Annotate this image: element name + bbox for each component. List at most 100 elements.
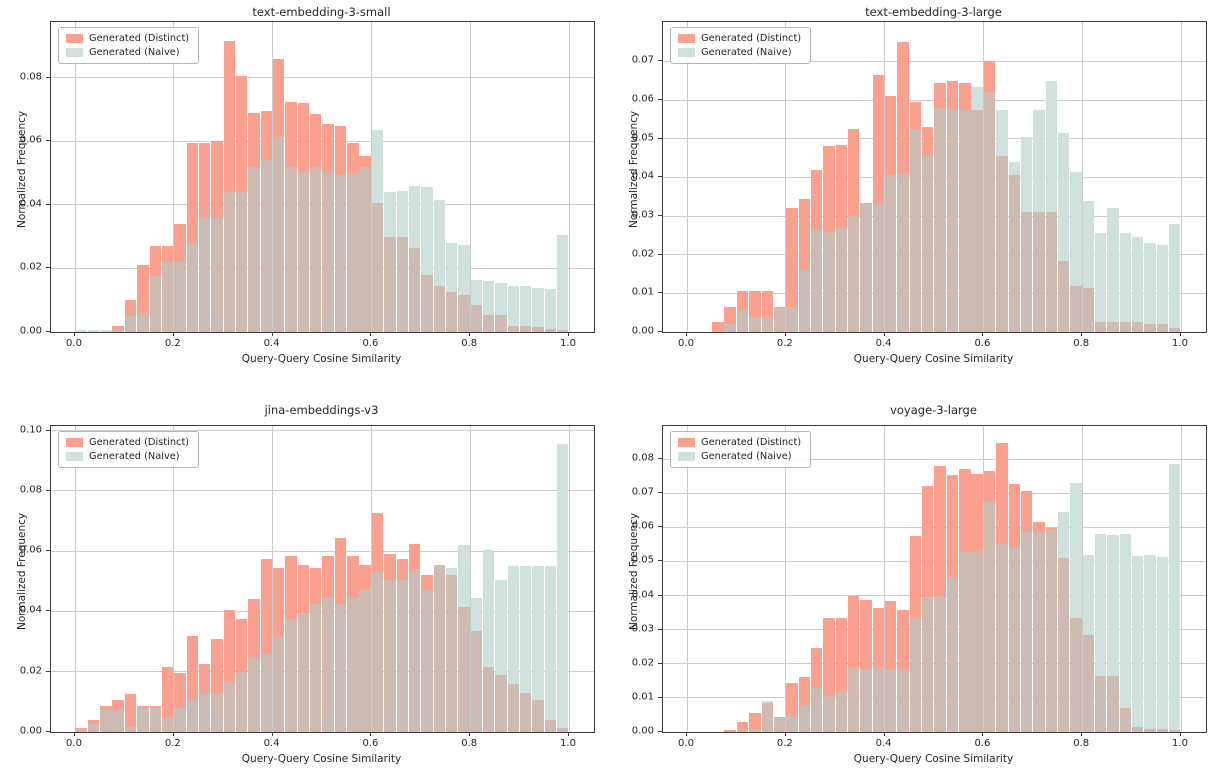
plot-title: jina-embeddings-v3 <box>264 403 379 417</box>
histogram-bar-overlap <box>1045 529 1057 732</box>
histogram-bar-overlap <box>749 728 761 732</box>
histogram-bar-distinct <box>174 673 186 708</box>
y-tick-mark <box>658 176 662 178</box>
histogram-bar-naive <box>75 330 87 332</box>
histogram-bar-distinct <box>946 475 959 577</box>
x-tick-label: 0.8 <box>461 738 478 749</box>
legend-label: Generated (Naive) <box>701 47 792 58</box>
histogram-bar-naive <box>482 549 495 668</box>
plot-title: text-embedding-3-large <box>865 5 1002 19</box>
histogram-bar-naive <box>520 285 532 326</box>
histogram-bar-overlap <box>137 707 149 732</box>
histogram-bar-naive <box>470 597 483 632</box>
v-gridline <box>686 22 688 332</box>
histogram-bar-overlap <box>1119 322 1132 332</box>
histogram-bar-distinct <box>1020 491 1033 533</box>
histogram-bar-distinct <box>235 76 248 193</box>
histogram-bar-overlap <box>1094 322 1107 332</box>
histogram-bar-overlap <box>149 707 161 732</box>
v-gridline <box>370 22 372 332</box>
histogram-bar-overlap <box>482 314 495 332</box>
histogram-bar-naive <box>1107 534 1119 676</box>
histogram-bar-naive <box>557 235 569 331</box>
v-gridline <box>173 426 175 732</box>
x-tick-label: 1.0 <box>1172 738 1188 749</box>
histogram-bar-distinct <box>260 558 273 654</box>
histogram-bar-distinct <box>835 617 848 692</box>
histogram-bar-overlap <box>736 309 749 332</box>
legend-entry-naive: Generated (Naive) <box>678 47 801 58</box>
histogram-bar-naive <box>1094 534 1107 676</box>
histogram-bar-overlap <box>761 703 773 732</box>
x-tick-label: 0.2 <box>164 738 181 749</box>
histogram-bar-overlap <box>273 637 285 732</box>
histogram-bar-distinct <box>174 224 186 263</box>
histogram-bar-naive <box>445 567 458 576</box>
histogram-bar-overlap <box>544 328 557 332</box>
x-tick-label: 0.2 <box>776 738 793 749</box>
x-tick-mark <box>172 332 174 336</box>
legend-entry-naive: Generated (Naive) <box>66 451 189 462</box>
x-tick-mark <box>1081 332 1083 336</box>
y-tick-mark <box>658 458 662 460</box>
histogram-bar-overlap <box>749 316 761 332</box>
h-gridline <box>51 430 594 432</box>
x-tick-label: 0.4 <box>875 338 892 349</box>
histogram-bar-distinct <box>112 325 124 331</box>
y-tick-label: 0.03 <box>631 623 654 635</box>
x-axis-label: Query-Query Cosine Similarity <box>241 753 402 765</box>
histogram-bar-overlap <box>786 715 798 732</box>
histogram-bar-distinct <box>137 706 149 708</box>
histogram-bar-distinct <box>322 123 334 172</box>
x-tick-label: 0.8 <box>1073 738 1090 749</box>
legend-entry-distinct: Generated (Distinct) <box>678 437 801 448</box>
legend-entry-naive: Generated (Naive) <box>66 47 189 58</box>
histogram-bar-overlap <box>1008 175 1020 332</box>
y-tick-label: 0.08 <box>631 452 654 464</box>
histogram-bar-distinct <box>223 609 236 683</box>
histogram-bar-overlap <box>1057 260 1070 332</box>
y-tick-mark <box>658 526 662 528</box>
histogram-bar-overlap <box>310 166 322 332</box>
histogram-bar-distinct <box>996 442 1008 545</box>
y-tick-label: 0.01 <box>631 286 654 298</box>
histogram-bar-overlap <box>835 691 848 732</box>
histogram-bar-naive <box>1094 233 1107 323</box>
legend: Generated (Distinct) Generated (Naive) <box>58 27 200 64</box>
histogram-bar-distinct <box>371 513 384 573</box>
histogram-bar-overlap <box>934 595 946 732</box>
v-gridline <box>982 426 984 732</box>
x-tick-mark <box>982 332 984 336</box>
histogram-bar-overlap <box>507 325 520 332</box>
h-gridline <box>51 490 594 492</box>
legend-entry-distinct: Generated (Distinct) <box>678 33 801 44</box>
histogram-bar-naive <box>371 130 384 204</box>
v-gridline <box>568 22 570 332</box>
x-axis-label: Query-Query Cosine Similarity <box>241 353 402 365</box>
legend-entry-naive: Generated (Naive) <box>678 451 801 462</box>
histogram-bar-overlap <box>408 569 421 732</box>
histogram-bar-naive <box>1033 109 1045 213</box>
histogram-bar-overlap <box>847 667 860 732</box>
histogram-bar-naive <box>1082 200 1095 288</box>
histogram-bar-naive <box>495 579 507 675</box>
v-gridline <box>272 426 274 732</box>
y-tick-label: 0.10 <box>19 424 42 436</box>
x-tick-mark <box>568 332 569 336</box>
histogram-bar-overlap <box>1020 212 1033 332</box>
x-tick-label: 0.6 <box>974 338 991 349</box>
y-tick-mark <box>46 203 50 205</box>
histogram-bar-distinct <box>211 141 223 218</box>
distinct-swatch-icon <box>678 34 695 43</box>
y-tick-mark <box>46 429 50 431</box>
distinct-swatch-icon <box>66 438 83 447</box>
y-tick-label: 0.02 <box>631 248 654 260</box>
histogram-bar-naive <box>507 566 520 684</box>
histogram-bar-overlap <box>823 231 835 332</box>
histogram-bar-overlap <box>983 92 996 332</box>
v-gridline <box>785 426 787 732</box>
histogram-bar-distinct <box>712 322 724 332</box>
histogram-bar-overlap <box>124 727 137 732</box>
histogram-bar-overlap <box>211 694 223 732</box>
y-tick-label: 0.04 <box>19 604 42 616</box>
